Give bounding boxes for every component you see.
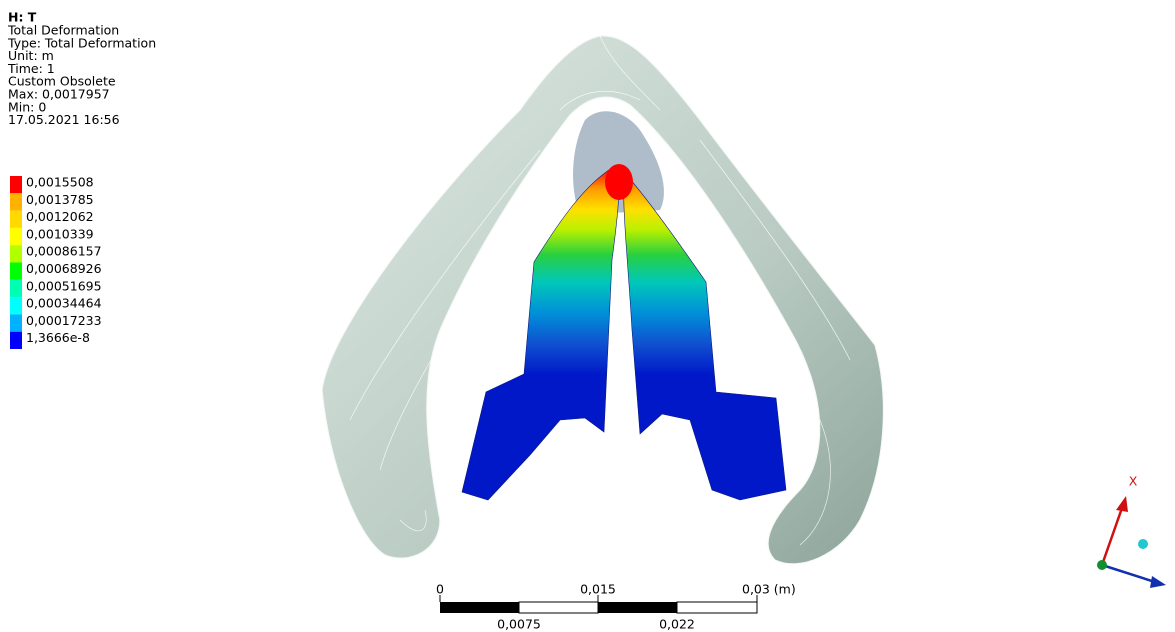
legend-label: 0,0012062 [26, 209, 94, 224]
legend-label: 0,00051695 [26, 278, 102, 293]
triad-label: X [1129, 474, 1138, 489]
triad: X [1097, 474, 1166, 588]
legend-label: 0,00017233 [26, 313, 102, 328]
scale-segment [518, 601, 599, 614]
header-line: 17.05.2021 16:56 [8, 112, 120, 127]
model [321, 35, 885, 565]
header-line: Time: 1 [7, 61, 55, 76]
header-title: H: T [8, 10, 37, 25]
legend-swatch [10, 314, 22, 332]
legend-label: 0,0015508 [26, 175, 94, 190]
header-line: Type: Total Deformation [7, 35, 156, 50]
header-line: Max: 0,0017957 [8, 87, 110, 102]
scale-label: 0 [436, 582, 444, 597]
header-line: Unit: m [8, 48, 54, 63]
legend-swatch [10, 279, 22, 298]
scale-label: 0,03 (m) [742, 582, 796, 597]
legend-label: 0,0010339 [26, 226, 94, 241]
legend-swatch [10, 193, 22, 211]
scale-label: 0,022 [659, 617, 695, 632]
legend-label: 0,00034464 [26, 296, 102, 311]
legend-swatch [10, 210, 22, 228]
header-line: Total Deformation [7, 23, 119, 38]
legend-label: 0,0013785 [26, 192, 94, 207]
header-line: Min: 0 [8, 99, 46, 114]
triad-origin [1097, 560, 1107, 570]
header-line: Custom Obsolete [8, 74, 116, 89]
legend: 0,0015508 0,0013785 0,0012062 0,0010339 0,00… [10, 175, 102, 349]
mesh-lines [349, 35, 851, 546]
legend-swatch [10, 227, 22, 246]
legend-swatch [10, 245, 22, 263]
legend-label: 0,00086157 [26, 244, 102, 259]
iso-sphere [1138, 539, 1148, 549]
max-region [605, 164, 633, 200]
right-plate [623, 171, 787, 501]
legend-swatch [10, 331, 22, 349]
triad-x-arrow [1116, 496, 1128, 512]
legend-swatch [10, 297, 22, 315]
scale-label: 0,015 [580, 582, 616, 597]
triad-x-axis [1100, 507, 1124, 566]
legend-label: 1,3666e-8 [26, 330, 90, 345]
triad-z-arrow [1150, 576, 1166, 588]
legend-swatch [10, 262, 22, 280]
legend-label: 0,00068926 [26, 261, 102, 276]
scale-label: 0,0075 [497, 617, 541, 632]
scale-segment [440, 602, 519, 613]
triad-z-axis [1101, 563, 1156, 584]
scale-segment [598, 602, 677, 613]
scale-segment [676, 601, 758, 614]
scale-bar: 0 0,015 0,03 (m) 0,0075 0,022 [436, 582, 796, 632]
legend-swatch [10, 176, 22, 194]
jaw-body [321, 35, 885, 565]
